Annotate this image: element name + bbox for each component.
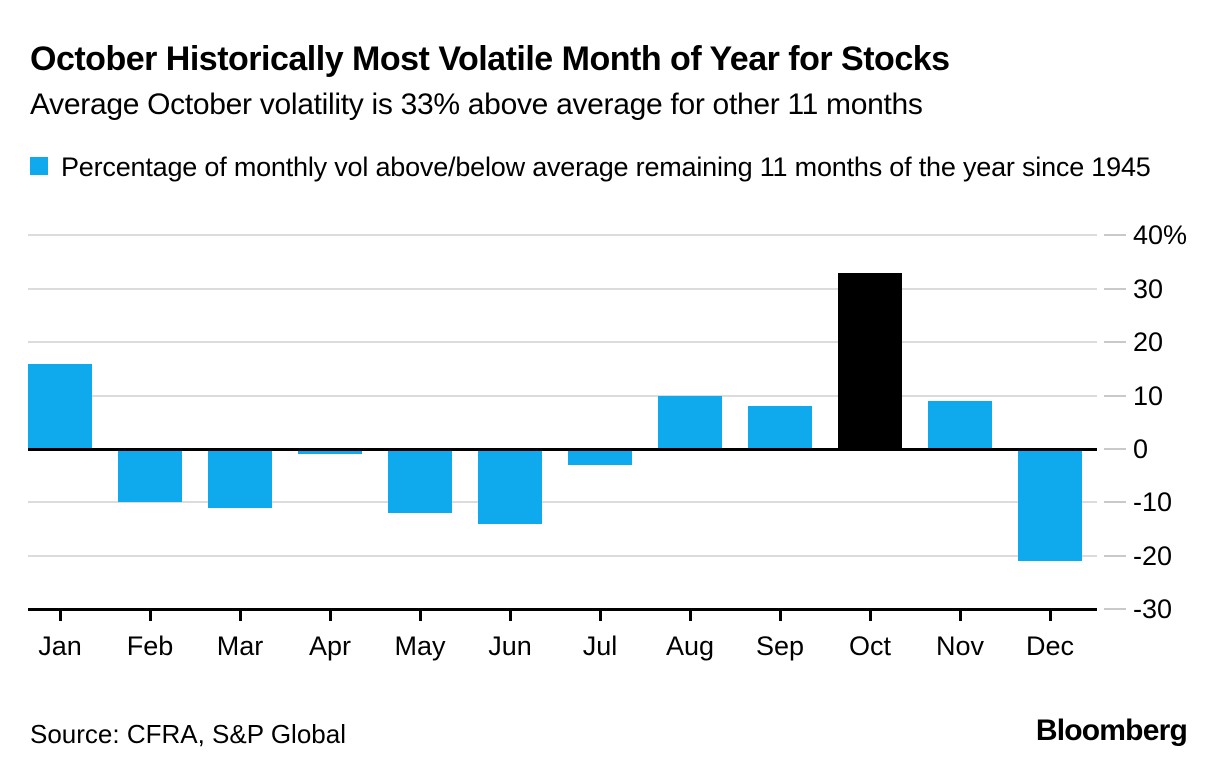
y-tick-label: -10 — [1133, 487, 1173, 518]
gridline — [28, 554, 1097, 557]
bar-apr — [298, 449, 362, 455]
bar-oct — [838, 272, 902, 449]
y-tick-dash — [1104, 234, 1126, 237]
x-tick — [1048, 608, 1052, 621]
bar-jul — [568, 449, 632, 466]
month-label: Oct — [848, 631, 891, 661]
month-label: Nov — [935, 631, 984, 661]
y-tick-label: -20 — [1133, 540, 1173, 571]
bar-mar — [208, 449, 272, 508]
x-tick — [868, 608, 872, 621]
y-tick-dash — [1104, 554, 1126, 557]
bar-sep — [748, 406, 812, 449]
source-note: Source: CFRA, S&P Global — [30, 719, 346, 749]
y-tick-dash — [1104, 448, 1126, 450]
month-label: Dec — [1025, 631, 1074, 661]
bar-aug — [658, 395, 722, 449]
gridline — [28, 287, 1097, 290]
legend-label: Percentage of monthly vol above/below av… — [61, 152, 1151, 182]
legend: Percentage of monthly vol above/below av… — [30, 150, 1180, 184]
x-tick — [148, 608, 152, 621]
y-tick-dash — [1104, 501, 1126, 504]
y-tick-label: 0 — [1133, 434, 1149, 464]
x-tick — [418, 608, 422, 621]
month-label: Mar — [216, 631, 264, 661]
gridline — [28, 341, 1097, 344]
y-tick-dash — [1104, 341, 1126, 344]
x-tick — [508, 608, 512, 621]
y-tick-label: 20 — [1133, 327, 1164, 358]
bar-feb — [118, 449, 182, 503]
bar-jun — [478, 449, 542, 524]
chart-title: October Historically Most Volatile Month… — [30, 40, 950, 78]
month-label: Jun — [488, 631, 532, 661]
bar-jan — [28, 363, 92, 449]
bloomberg-logo: Bloomberg — [1035, 714, 1188, 747]
month-label: Aug — [665, 631, 715, 661]
month-label: Jan — [38, 631, 82, 661]
month-label: Sep — [755, 631, 805, 661]
month-label: Feb — [126, 631, 174, 661]
gridline — [28, 234, 1097, 237]
month-label: Jul — [582, 631, 618, 661]
bar-may — [388, 449, 452, 514]
y-tick-dash — [1104, 608, 1126, 611]
x-tick — [598, 608, 602, 621]
x-tick — [328, 608, 332, 621]
y-tick-label: 40% — [1133, 220, 1188, 251]
y-tick-label: 10 — [1133, 380, 1164, 411]
month-label: May — [394, 631, 446, 661]
chart-subtitle: Average October volatility is 33% above … — [30, 88, 923, 121]
x-tick — [688, 608, 692, 621]
zero-axis-line — [28, 447, 1097, 451]
x-tick — [778, 608, 782, 621]
legend-swatch-icon — [30, 157, 48, 175]
x-tick — [58, 608, 62, 621]
y-tick-label: 30 — [1133, 273, 1164, 304]
x-tick — [238, 608, 242, 621]
y-tick-dash — [1104, 394, 1126, 397]
x-tick — [958, 608, 962, 621]
x-axis-line — [28, 607, 1097, 611]
y-tick-dash — [1104, 287, 1126, 290]
month-label: Apr — [308, 631, 352, 661]
y-tick-label: -30 — [1133, 594, 1173, 625]
bar-dec — [1018, 449, 1082, 562]
bar-chart: 40% 30 20 10 0 -10 -20 -30 Jan Feb Mar Apr May Jun Jul… — [28, 220, 1188, 661]
gridline — [28, 394, 1097, 397]
gridline — [28, 501, 1097, 504]
bar-nov — [928, 400, 992, 449]
